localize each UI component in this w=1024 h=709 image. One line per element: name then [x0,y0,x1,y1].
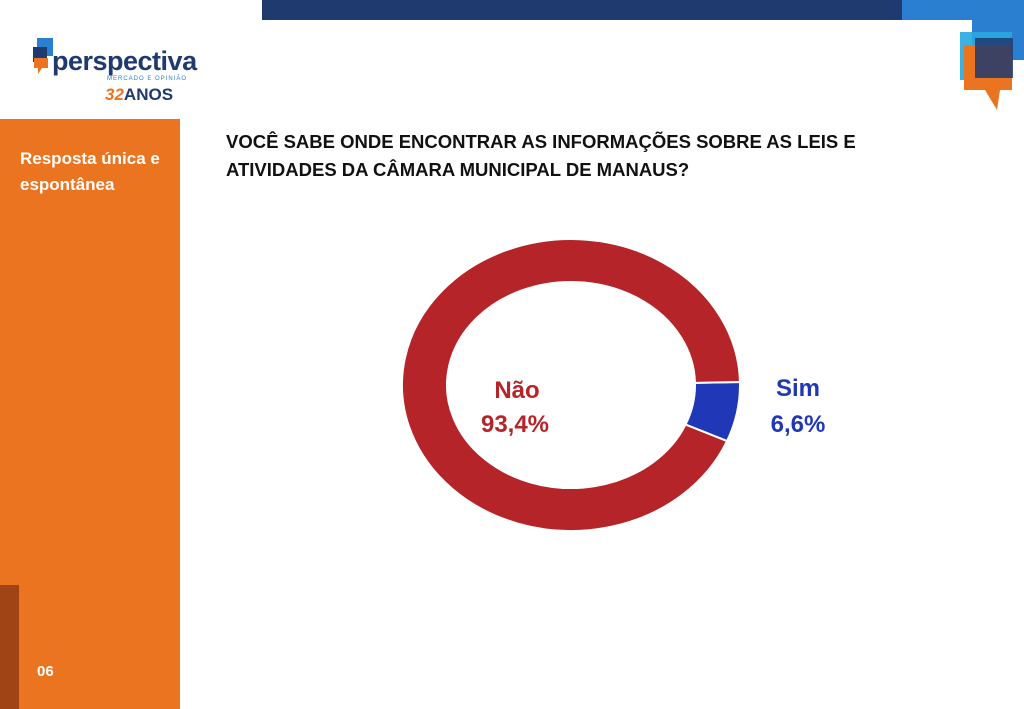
question-title: VOCÊ SABE ONDE ENCONTRAR AS INFORMAÇÕES … [226,131,856,180]
label-nao-value: 93,4% [481,411,549,438]
label-nao-category: Não [494,377,539,404]
donut-slice-nao [401,238,741,532]
label-sim-value: 6,6% [771,411,826,438]
logo-bubble-icon [33,38,53,74]
logo-anniversary: 32ANOS [105,85,173,104]
logo-tagline: MERCADO E OPINIÃO [107,76,188,82]
page-number: 06 [37,663,54,680]
sidebar [0,119,180,709]
response-type-note: Resposta única e espontânea [20,149,160,194]
sidebar-strip [0,585,19,709]
anniversary-word: ANOS [123,85,174,104]
corner-bubbles-icon [960,0,1024,110]
donut-chart [401,238,741,532]
anniversary-number: 32 [105,85,124,104]
logo-name: perspectiva [52,46,197,76]
top-bar-dark [262,0,902,20]
label-sim-category: Sim [776,375,820,402]
